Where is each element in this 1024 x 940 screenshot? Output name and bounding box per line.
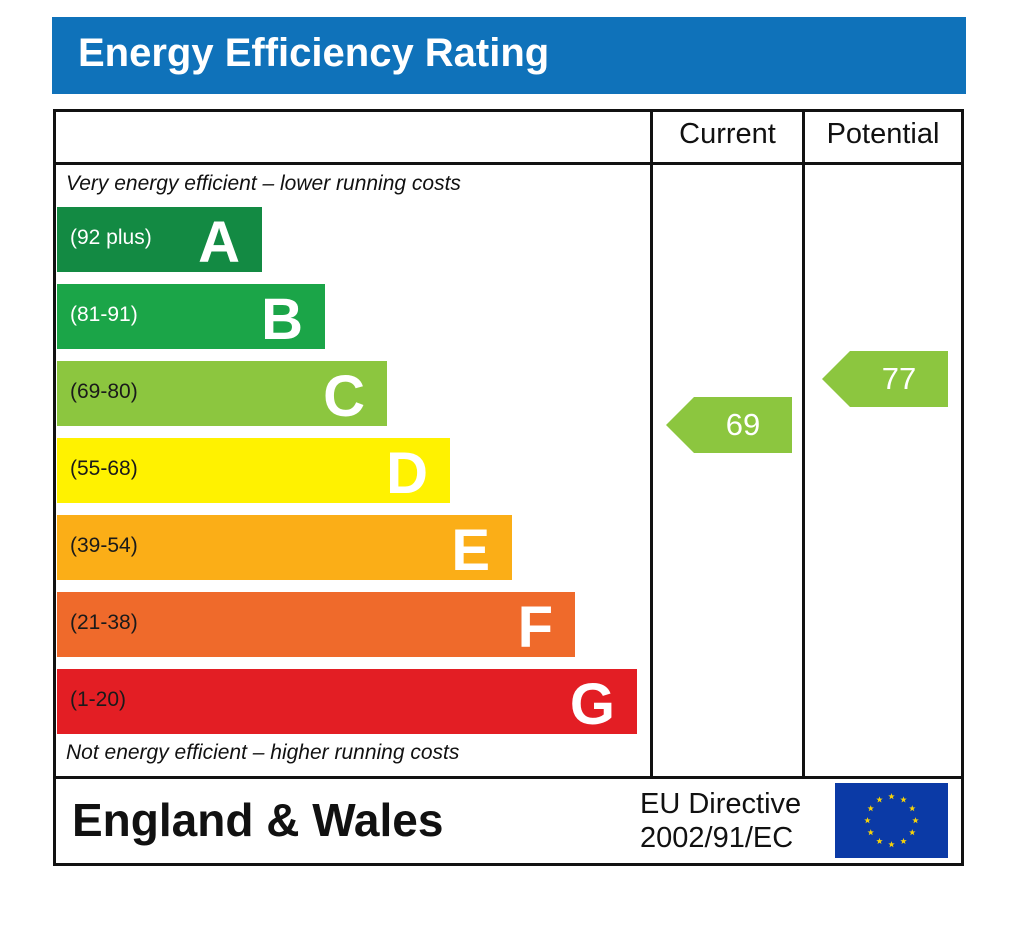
band-range-label: (21-38) — [70, 611, 138, 634]
potential-rating-arrow: 77 — [822, 351, 948, 407]
current-rating-arrow: 69 — [666, 397, 792, 453]
band-letter-label: G — [569, 672, 615, 737]
band-g: (1-20) G — [57, 669, 637, 737]
band-range-label: (1-20) — [70, 688, 127, 711]
band-letter-label: D — [386, 441, 428, 506]
header-divider — [53, 162, 964, 165]
inefficient-note: Not energy efficient – higher running co… — [66, 741, 460, 764]
band-e: (39-54) E — [57, 515, 512, 583]
current-column-header: Current — [679, 118, 776, 150]
band-letter-label: E — [451, 518, 490, 583]
directive-line-2: 2002/91/EC — [640, 822, 794, 854]
directive-line-1: EU Directive — [640, 788, 802, 820]
efficient-note: Very energy efficient – lower running co… — [66, 172, 461, 195]
eu-star-icon — [864, 817, 871, 824]
band-a: (92 plus) A — [57, 207, 262, 275]
band-f: (21-38) F — [57, 592, 575, 660]
band-range-label: (39-54) — [70, 534, 138, 557]
band-range-label: (55-68) — [70, 457, 138, 480]
eu-star-icon — [876, 837, 883, 845]
potential-rating-value: 77 — [850, 351, 948, 407]
band-letter-label: B — [261, 287, 303, 352]
band-range-label: (69-80) — [70, 380, 138, 403]
current-rating-value: 69 — [694, 397, 792, 453]
band-b: (81-91) B — [57, 284, 325, 352]
current-arrow-tip — [666, 397, 694, 453]
eu-star-icon — [876, 796, 883, 803]
eu-star-icon — [900, 837, 907, 845]
eu-star-icon — [909, 829, 916, 836]
chart-title: Energy Efficiency Rating — [78, 31, 550, 75]
potential-column-header: Potential — [826, 118, 940, 150]
footer-divider — [53, 776, 964, 779]
eu-star-icon — [888, 841, 895, 848]
eu-star-icon — [900, 796, 907, 803]
eu-flag-icon — [835, 783, 948, 858]
band-letter-label: F — [517, 595, 553, 660]
eu-star-icon — [888, 793, 895, 800]
eu-star-icon — [909, 805, 916, 812]
region-label: England & Wales — [72, 794, 444, 846]
title-bar: Energy Efficiency Rating — [52, 17, 966, 94]
band-letter-label: A — [198, 210, 240, 275]
eu-star-icon — [867, 829, 874, 836]
potential-arrow-tip — [822, 351, 850, 407]
current-column-divider — [650, 109, 653, 779]
band-range-label: (92 plus) — [70, 226, 152, 249]
band-range-label: (81-91) — [70, 303, 138, 326]
eu-directive: EU Directive 2002/91/EC — [640, 787, 801, 855]
potential-column-divider — [802, 109, 805, 779]
band-letter-label: C — [323, 364, 365, 429]
eu-star-icon — [867, 805, 874, 812]
band-c: (69-80) C — [57, 361, 387, 429]
band-d: (55-68) D — [57, 438, 450, 506]
eu-star-icon — [912, 817, 919, 824]
rating-frame — [53, 109, 964, 866]
eu-stars-icon — [864, 793, 919, 848]
